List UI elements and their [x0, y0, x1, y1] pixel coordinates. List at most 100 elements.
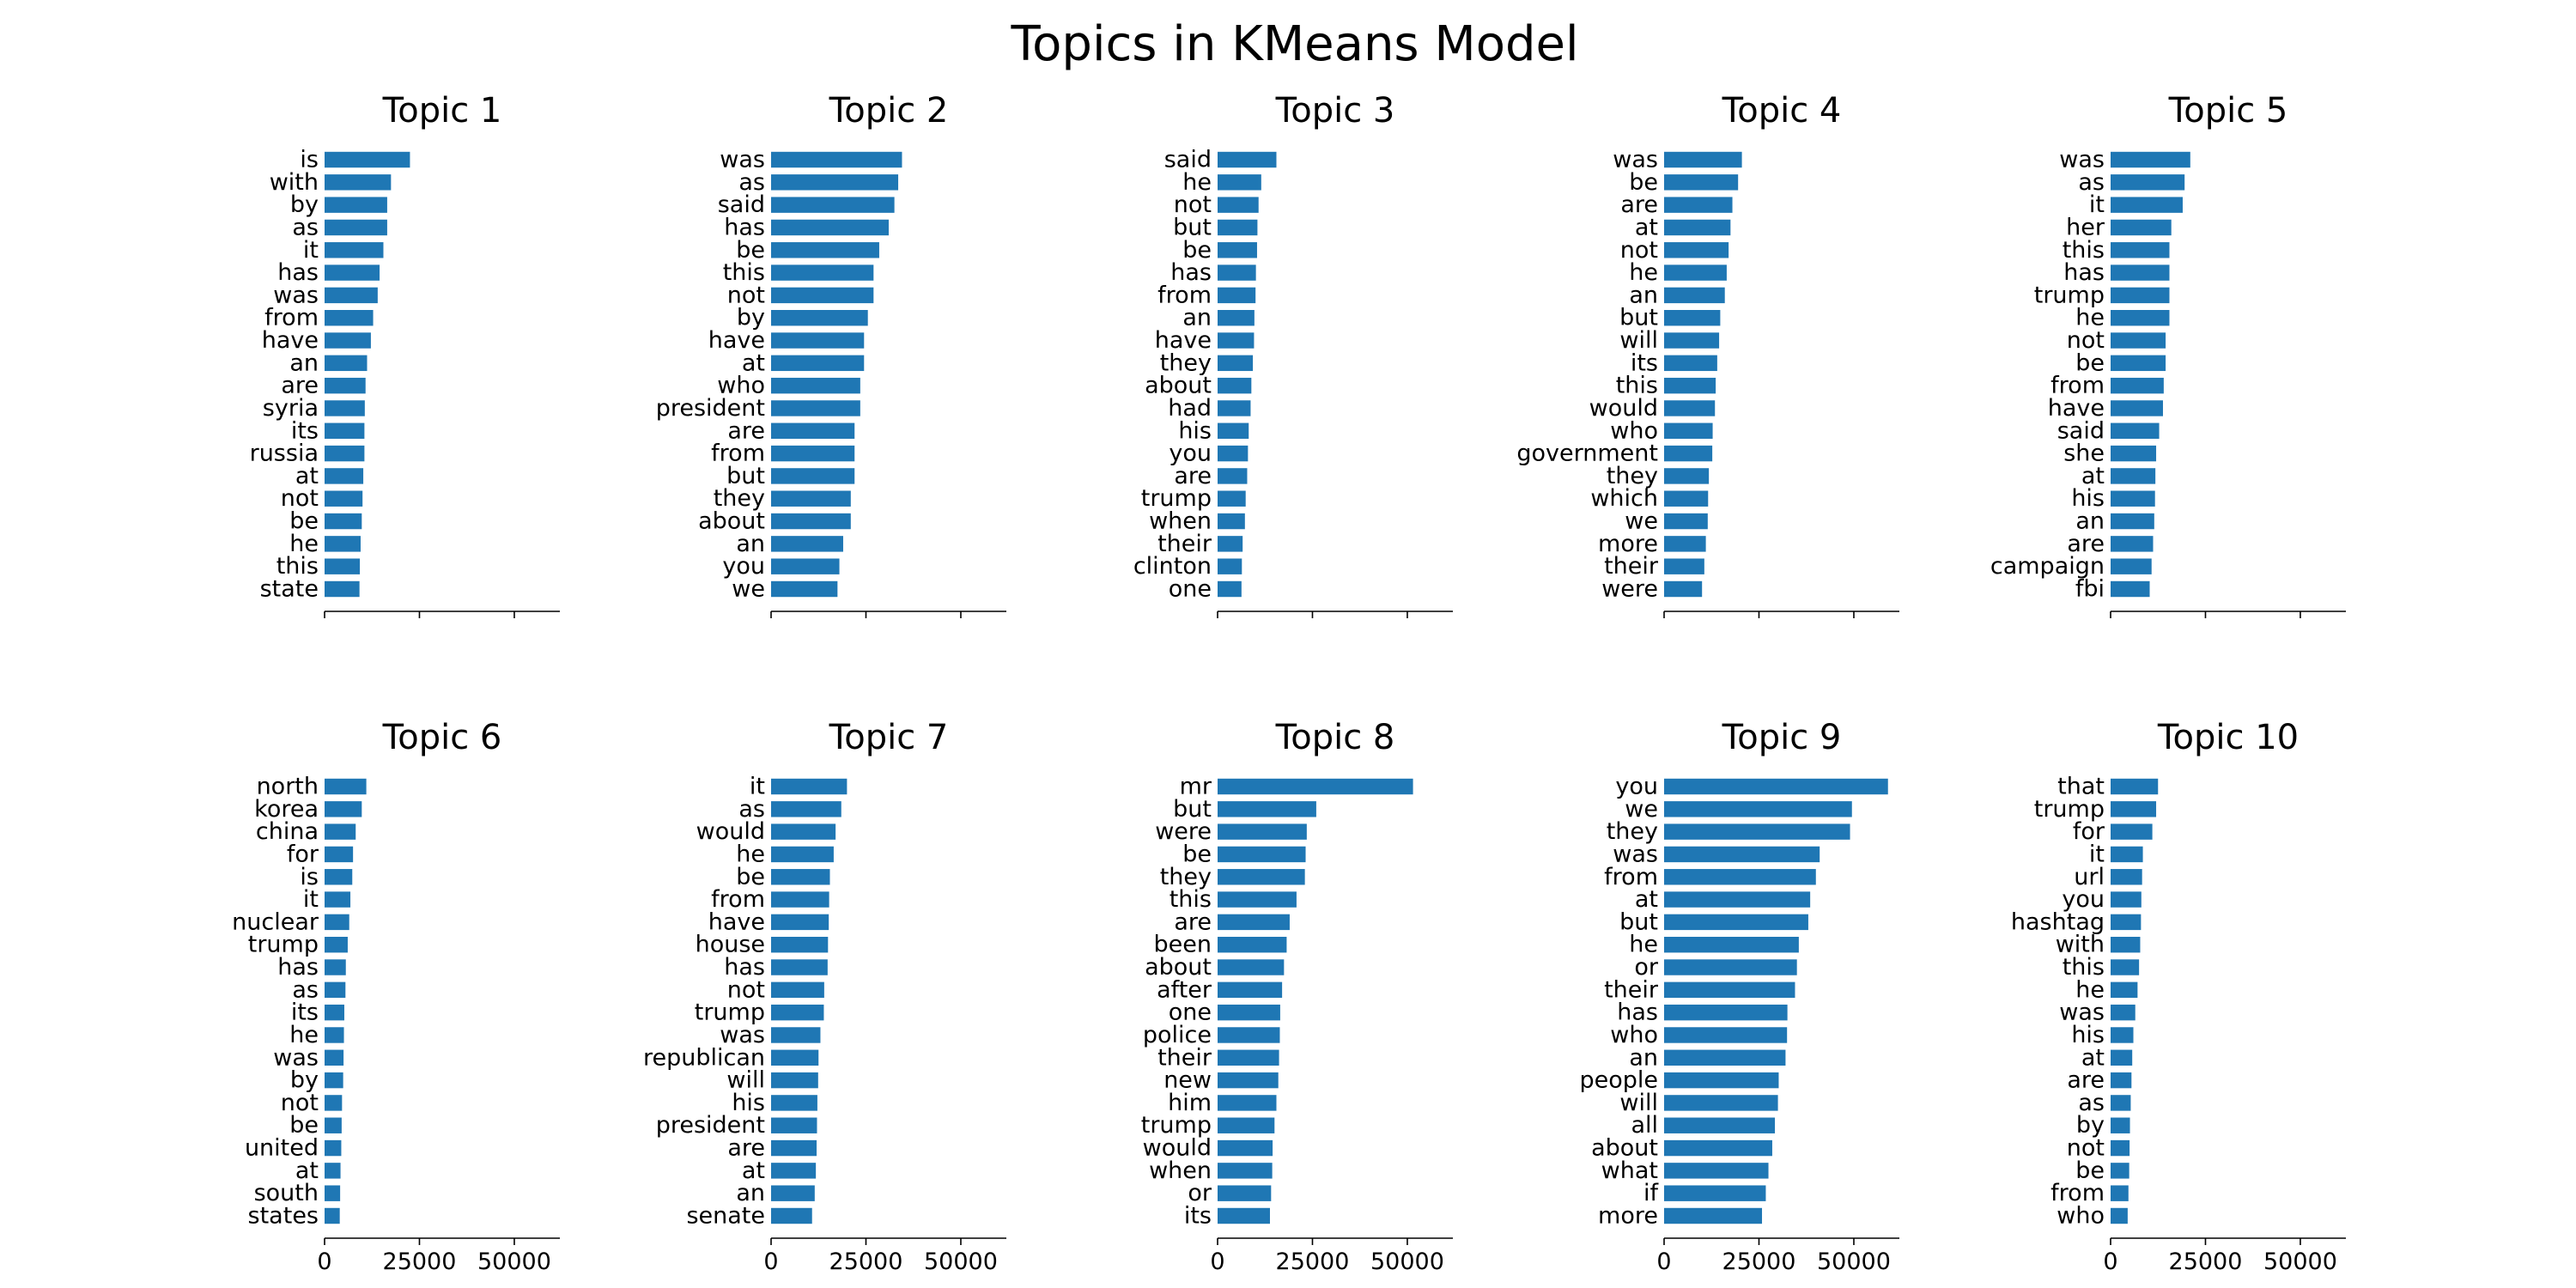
category-label: korea	[254, 796, 319, 823]
category-label: is	[300, 147, 319, 173]
category-label: has	[277, 259, 319, 286]
bar	[1664, 490, 1709, 507]
x-tick-label: 25000	[829, 1249, 903, 1275]
topic-subplot: Topic 2 wasassaidhasbethisnotbyhaveatwhop…	[656, 91, 1006, 618]
bar	[325, 513, 362, 530]
category-label: an	[1182, 305, 1212, 331]
category-label: states	[248, 1203, 319, 1230]
bar	[2111, 151, 2190, 168]
category-label: from	[1157, 282, 1212, 308]
bar	[1218, 914, 1290, 931]
bar	[325, 778, 367, 795]
category-label: would	[696, 818, 765, 845]
category-label: for	[2073, 818, 2105, 845]
category-label: an	[736, 531, 765, 557]
category-label: have	[708, 908, 765, 935]
bar	[2111, 536, 2154, 552]
bar	[1218, 869, 1305, 885]
category-label: will	[726, 1067, 765, 1094]
bar	[1664, 1004, 1788, 1021]
category-label: from	[711, 440, 765, 467]
category-label: was	[2059, 147, 2105, 173]
category-label: it	[303, 886, 319, 913]
category-label: this	[1170, 886, 1212, 913]
bar	[771, 1207, 812, 1224]
bar	[1664, 310, 1721, 326]
category-label: it	[750, 774, 765, 800]
bar	[325, 264, 380, 281]
category-label: but	[1619, 908, 1658, 935]
category-label: united	[245, 1135, 319, 1162]
bar	[771, 914, 829, 931]
bar	[1664, 1095, 1778, 1111]
bar	[1218, 1185, 1272, 1201]
category-label: she	[2063, 440, 2105, 467]
category-label: about	[1145, 954, 1212, 981]
x-tick-label: 50000	[924, 1249, 998, 1275]
bar	[1218, 287, 1256, 304]
category-label: was	[273, 1044, 319, 1071]
category-label: president	[656, 395, 765, 422]
subplot-title: Topic 10	[2157, 718, 2299, 757]
bar	[325, 219, 387, 236]
bar	[1218, 310, 1255, 326]
bar	[1218, 377, 1252, 394]
bar	[2111, 219, 2172, 236]
bar	[325, 445, 365, 462]
category-label: north	[257, 774, 319, 800]
bar	[2111, 1072, 2132, 1089]
category-label: all	[1631, 1112, 1658, 1139]
category-label: russia	[250, 440, 319, 467]
subplot-title: Topic 9	[1722, 718, 1842, 757]
bar	[1218, 1095, 1277, 1111]
category-label: that	[2057, 774, 2105, 800]
category-label: was	[273, 282, 319, 308]
bar	[771, 1185, 815, 1201]
bar	[1218, 468, 1248, 484]
bar	[1664, 400, 1716, 416]
category-label: syria	[263, 395, 319, 422]
category-label: by	[290, 1067, 319, 1094]
category-label: after	[1157, 976, 1212, 1003]
category-label: at	[1635, 886, 1658, 913]
category-label: be	[1629, 169, 1658, 196]
bar	[2111, 1139, 2130, 1157]
category-label: has	[1170, 259, 1212, 286]
category-label: they	[1607, 818, 1658, 845]
category-label: said	[718, 191, 765, 218]
bar	[1664, 355, 1717, 372]
bar	[2111, 580, 2150, 598]
subplot-title: Topic 6	[382, 718, 502, 757]
bar	[325, 1095, 343, 1111]
bar	[1664, 377, 1716, 394]
category-label: for	[287, 841, 319, 867]
bar	[325, 287, 378, 304]
bar	[1218, 1072, 1279, 1089]
bar	[325, 869, 353, 885]
category-label: president	[656, 1112, 765, 1139]
category-label: are	[1174, 463, 1212, 489]
category-label: they	[1607, 463, 1658, 489]
category-label: he	[2075, 976, 2105, 1003]
bar	[1218, 1207, 1270, 1224]
category-label: he	[289, 1022, 319, 1048]
category-label: we	[1625, 796, 1658, 823]
category-label: they	[714, 485, 765, 512]
bar	[1664, 422, 1713, 439]
bar	[771, 310, 868, 326]
bar	[1664, 151, 1742, 168]
bar	[1218, 264, 1256, 281]
bar	[1664, 1072, 1779, 1089]
category-label: but	[1619, 305, 1658, 331]
bar	[2111, 400, 2163, 416]
category-label: was	[1613, 147, 1658, 173]
category-label: will	[1619, 327, 1658, 354]
bar	[325, 1027, 344, 1043]
category-label: are	[727, 1135, 765, 1162]
bar	[325, 310, 374, 326]
x-tick-label: 0	[2103, 1249, 2117, 1275]
category-label: be	[2075, 349, 2105, 376]
bar	[1664, 823, 1850, 840]
bar	[1664, 846, 1820, 863]
category-label: as	[738, 796, 765, 823]
